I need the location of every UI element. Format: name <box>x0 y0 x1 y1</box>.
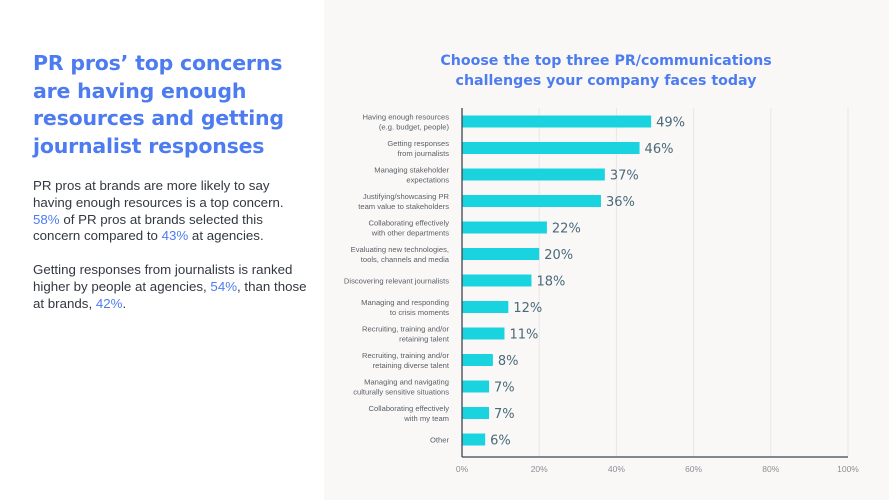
left-panel: PR pros’ top concerns are having enough … <box>0 0 324 500</box>
category-label: tools, channels and media <box>361 255 450 264</box>
category-label: retaining talent <box>399 335 450 344</box>
category-label: culturally sensitive situations <box>353 388 449 397</box>
chart-panel <box>324 0 889 500</box>
value-labels: 49% 46% 37% 36% 22% 20% 18% 12% 11% 8% 7% 7% 6% <box>490 116 685 449</box>
value-label: 6% <box>490 434 511 449</box>
bar <box>462 195 601 207</box>
bar <box>462 407 490 419</box>
category-label: retaining diverse talent <box>373 361 450 370</box>
category-label: Managing and responding <box>361 298 449 307</box>
category-label: Managing and navigating <box>364 378 449 387</box>
category-label: Justifying/showcasing PR <box>363 192 450 201</box>
text: . <box>122 295 127 311</box>
text: , than those at brands, <box>33 278 307 311</box>
value-label: 7% <box>494 381 515 396</box>
paragraph-resources: PR pros at brands are more likely to say… <box>33 178 308 245</box>
category-label: Other <box>430 436 449 445</box>
bar <box>462 433 486 446</box>
category-label: Having enough resources <box>362 113 449 122</box>
text: of PR pros at brands selected this conce… <box>33 211 263 244</box>
stat-agencies-resources: 43% <box>161 228 189 244</box>
category-label: Getting responses <box>387 139 449 148</box>
value-label: 36% <box>606 195 635 210</box>
category-label: expectations <box>406 176 449 185</box>
value-label: 46% <box>645 142 674 157</box>
x-tick-label: 80% <box>762 464 779 474</box>
x-tick-label: 20% <box>531 464 548 474</box>
text: PR pros at brands are more likely to say… <box>33 178 284 210</box>
category-label: (e.g. budget, people) <box>379 123 450 132</box>
x-tick-label: 0% <box>456 464 469 474</box>
category-label: from journalists <box>398 149 450 158</box>
value-label: 8% <box>498 354 519 369</box>
paragraph-journalists: Getting responses from journalists is ra… <box>33 262 308 312</box>
category-label: to crisis moments <box>390 308 449 317</box>
bar <box>462 168 605 181</box>
value-label: 37% <box>610 169 639 184</box>
x-tick-labels: 0% 20% 40% 60% 80% 100% <box>456 464 859 474</box>
value-label: 22% <box>552 222 581 237</box>
category-label: team value to stakeholders <box>358 202 449 211</box>
stat-brands-journalists: 42% <box>95 295 123 311</box>
category-label: Collaborating effectively <box>369 404 450 413</box>
category-label: Recruiting, training and/or <box>362 351 449 360</box>
category-label: Evaluating new technologies, <box>351 245 449 254</box>
bar <box>462 354 493 366</box>
stat-agencies-journalists: 54% <box>210 278 238 294</box>
bar <box>462 221 547 234</box>
value-label: 20% <box>544 248 573 263</box>
bar <box>462 327 505 340</box>
value-label: 7% <box>494 407 515 422</box>
gridlines <box>538 108 849 457</box>
category-label: Recruiting, training and/or <box>362 325 449 334</box>
bar <box>462 115 652 128</box>
category-label: Collaborating effectively <box>369 219 450 228</box>
bars <box>462 115 652 446</box>
x-tick-label: 40% <box>608 464 625 474</box>
headline: PR pros’ top concerns are having enough … <box>33 51 284 158</box>
category-label: Managing stakeholder <box>374 166 449 175</box>
bar <box>462 380 490 393</box>
category-labels: Having enough resources(e.g. budget, peo… <box>344 113 450 445</box>
stat-brands-resources: 58% <box>33 211 60 227</box>
axes <box>461 108 848 458</box>
chart-title: Choose the top three PR/communications c… <box>440 53 772 89</box>
bar <box>462 301 509 313</box>
text: at agencies. <box>188 228 264 244</box>
category-label: Discovering relevant journalists <box>344 277 449 286</box>
value-label: 11% <box>509 328 538 343</box>
category-label: with my team <box>403 414 449 423</box>
bar <box>462 248 540 260</box>
bar <box>462 274 532 287</box>
x-tick-label: 60% <box>685 464 702 474</box>
text: Getting responses from journalists is ra… <box>33 262 293 294</box>
value-label: 12% <box>513 301 542 316</box>
value-label: 18% <box>536 275 565 290</box>
category-label: with other departments <box>371 229 449 238</box>
value-label: 49% <box>656 116 685 131</box>
bar <box>462 142 640 154</box>
x-tick-label: 100% <box>837 464 859 474</box>
